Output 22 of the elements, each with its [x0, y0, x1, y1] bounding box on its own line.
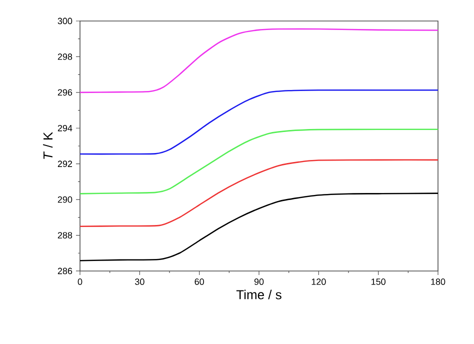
- x-tick-label: 60: [194, 278, 204, 285]
- x-tick-label: 30: [135, 278, 144, 285]
- x-tick-label: 90: [254, 278, 264, 285]
- x-tick-label: 0: [78, 278, 82, 285]
- x-tick-label: 180: [431, 278, 446, 285]
- line-series: [80, 192, 438, 262]
- y-tick-label: 300: [58, 18, 72, 24]
- line-series: [80, 128, 438, 194]
- y-tick-label: 292: [58, 160, 72, 168]
- y-axis-title: T / K: [43, 132, 53, 159]
- x-tick-label: 120: [312, 278, 326, 285]
- y-tick-label: 298: [58, 54, 72, 60]
- y-tick-label: 286: [58, 268, 72, 274]
- x-axis-title: Time / s: [236, 290, 282, 300]
- y-tick-label: 290: [58, 196, 72, 203]
- line-series: [80, 28, 438, 94]
- x-tick-label: 150: [372, 278, 386, 285]
- line-series: [80, 159, 438, 227]
- y-tick-label: 296: [58, 89, 72, 96]
- y-tick-label: 288: [58, 232, 72, 238]
- y-tick-label: 294: [58, 124, 72, 132]
- line-series: [80, 89, 438, 155]
